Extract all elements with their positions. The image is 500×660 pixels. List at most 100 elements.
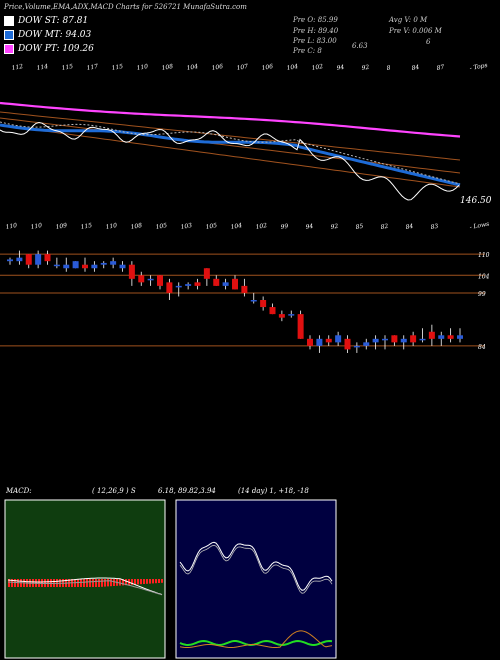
top-tick-label: - Tops bbox=[469, 62, 488, 72]
legend-item-dow-mt: DOW MT: 94.03 bbox=[4, 29, 91, 41]
macd-histogram-bar bbox=[113, 579, 115, 586]
candle-body bbox=[203, 268, 210, 279]
candle-body bbox=[438, 335, 445, 339]
candle-body bbox=[269, 307, 276, 315]
macd-histogram-bar bbox=[158, 579, 160, 583]
legend-label-pt: DOW PT: 109.26 bbox=[18, 44, 94, 54]
candle-body bbox=[82, 264, 88, 269]
macd-histogram-bar bbox=[143, 579, 145, 584]
candle-body bbox=[72, 261, 79, 269]
macd-histogram-bar bbox=[89, 579, 91, 587]
stat-value-6: 6 bbox=[426, 38, 431, 46]
macd-histogram-bar bbox=[155, 579, 157, 584]
stat-avg-volume: Avg V: 0 M bbox=[389, 16, 428, 24]
adx-orange-line bbox=[179, 630, 333, 648]
top-tick-label: 115 bbox=[111, 63, 124, 72]
low-tick-label: 99 bbox=[280, 223, 289, 231]
candle-body bbox=[288, 314, 295, 316]
candle-body bbox=[363, 342, 370, 346]
macd-histogram-bar bbox=[149, 579, 151, 584]
stat-pre-high: Pre H: 89.40 bbox=[293, 27, 339, 35]
candle-body bbox=[222, 282, 229, 286]
candle-body bbox=[382, 338, 388, 341]
candle-body bbox=[7, 259, 13, 262]
macd-histogram-bar bbox=[86, 579, 88, 587]
top-tick-label: 114 bbox=[36, 63, 49, 72]
macd-params: ( 12,26,9 ) S bbox=[92, 487, 136, 495]
macd-values: 6.18, 89.82,3.94 bbox=[158, 487, 216, 495]
macd-histogram-bar bbox=[134, 579, 136, 585]
low-tick-labels: 110 110 109 115 110 108 105 103 105 104 102 99 94 92 8… bbox=[5, 221, 490, 231]
top-tick-labels: 112 114 115 117 115 110 108 104 106 107 106 104 102 9… bbox=[11, 62, 488, 72]
top-tick-label: 112 bbox=[11, 63, 24, 72]
candle-body bbox=[316, 338, 323, 346]
candle-body bbox=[447, 335, 454, 339]
top-tick-label: 106 bbox=[261, 63, 274, 72]
macd-title: MACD: bbox=[5, 487, 32, 495]
stat-value-663: 6.63 bbox=[352, 42, 368, 50]
low-tick-label: 103 bbox=[180, 222, 193, 231]
macd-histogram-bar bbox=[95, 579, 97, 587]
candle-body bbox=[35, 254, 42, 265]
ema-pt-line bbox=[0, 101, 461, 138]
candle-body bbox=[119, 264, 126, 269]
adx-di-plus-line bbox=[179, 541, 333, 591]
low-tick-label: 94 bbox=[305, 223, 314, 231]
candle-body bbox=[307, 338, 313, 346]
macd-histogram-bar bbox=[146, 579, 148, 584]
top-tick-label: 107 bbox=[236, 63, 249, 72]
stat-pre-close: Pre C: 8 bbox=[293, 47, 322, 55]
legend-swatch-pt bbox=[4, 44, 14, 54]
candle-body bbox=[110, 261, 117, 265]
macd-histogram-bar bbox=[110, 579, 112, 587]
macd-histogram-bar bbox=[119, 579, 121, 586]
candle-body bbox=[100, 262, 107, 265]
ema-band-line bbox=[0, 111, 461, 161]
candle-body bbox=[53, 264, 60, 267]
price-level-label: 104 bbox=[478, 273, 490, 280]
ema-section bbox=[0, 101, 461, 201]
candle-body bbox=[260, 300, 267, 308]
top-tick-label: 8 bbox=[386, 64, 391, 72]
low-tick-label: 84 bbox=[405, 223, 414, 231]
legend-label-mt: DOW MT: 94.03 bbox=[18, 30, 92, 40]
candle-body bbox=[297, 314, 304, 339]
stat-pre-volume: Pre V: 0.006 M bbox=[389, 27, 442, 35]
stat-pre-low: Pre L: 83.00 bbox=[293, 37, 337, 45]
price-level-label: 99 bbox=[478, 291, 486, 298]
macd-histogram-bar bbox=[92, 579, 94, 587]
candle-body bbox=[63, 264, 70, 269]
price-tag-label: 146.50 bbox=[460, 196, 492, 206]
low-tick-label: 92 bbox=[330, 223, 339, 231]
top-tick-label: 102 bbox=[311, 63, 324, 72]
candle-body bbox=[16, 257, 23, 262]
price-line bbox=[0, 121, 460, 201]
candle-body bbox=[278, 314, 285, 318]
macd-histogram-bar bbox=[125, 579, 127, 586]
candle-body bbox=[213, 278, 220, 286]
candle-body bbox=[344, 338, 351, 350]
macd-histogram-bar bbox=[80, 579, 82, 587]
legend-item-dow-st: DOW ST: 87.81 bbox=[4, 15, 88, 27]
macd-signal-line bbox=[7, 580, 163, 596]
candle-body bbox=[194, 282, 201, 286]
adx-green-line bbox=[179, 639, 333, 647]
legend-item-dow-pt: DOW PT: 109.26 bbox=[4, 43, 94, 55]
macd-histogram-bar bbox=[101, 579, 103, 587]
candle-body bbox=[25, 254, 32, 265]
macd-line bbox=[7, 577, 163, 596]
legend-swatch-st bbox=[4, 16, 14, 26]
legend-label-st: DOW ST: 87.81 bbox=[18, 16, 89, 26]
adx-title: (14 day) 1, +18, -18 bbox=[238, 487, 309, 495]
chart-title: Price,Volume,EMA,ADX,MACD Charts for 526… bbox=[4, 3, 247, 11]
macd-histogram-bar bbox=[8, 579, 10, 587]
price-level-label: 84 bbox=[478, 344, 486, 351]
candle-body bbox=[457, 335, 463, 339]
legend-swatch-mt bbox=[4, 30, 14, 40]
low-tick-label: 108 bbox=[130, 222, 143, 231]
candle-body bbox=[241, 285, 248, 293]
low-tick-label: 85 bbox=[355, 223, 364, 231]
candle-body bbox=[325, 338, 332, 343]
macd-histogram-bar bbox=[98, 579, 100, 587]
macd-histogram bbox=[7, 577, 163, 596]
